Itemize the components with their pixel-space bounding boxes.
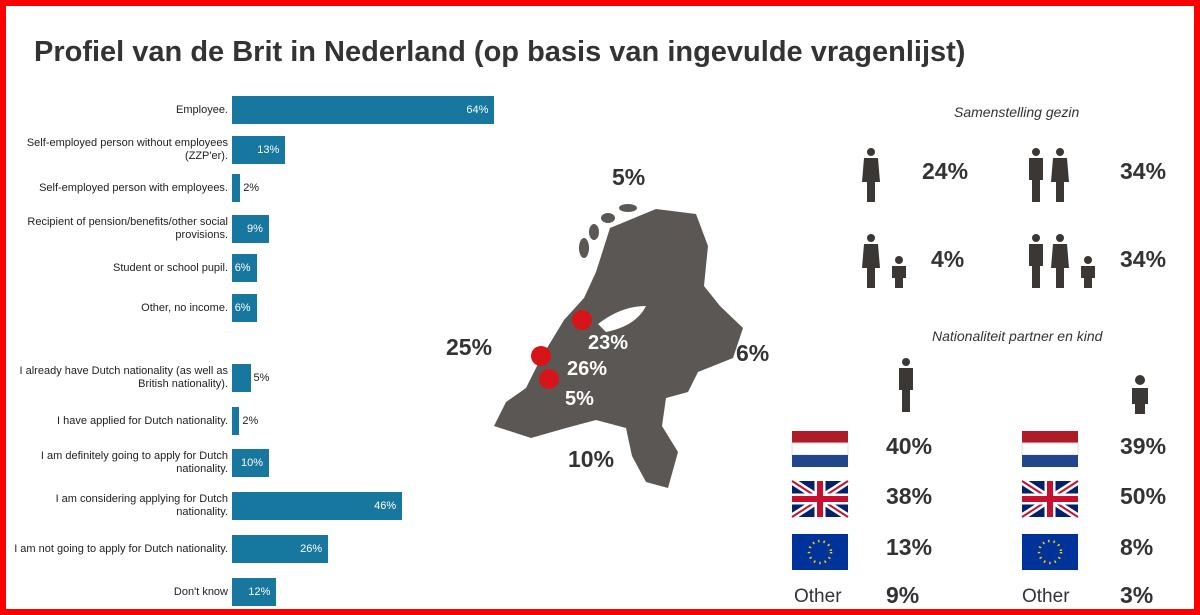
city-label: 5% xyxy=(565,388,594,410)
bar xyxy=(232,96,495,124)
nationality-value: 8% xyxy=(1120,534,1154,560)
category-label: Other, no income. xyxy=(141,301,228,314)
other-label: Other xyxy=(1022,586,1070,607)
value-label: 9% xyxy=(246,223,263,235)
value-label: 64% xyxy=(466,104,489,116)
value-label: 5% xyxy=(253,372,270,384)
city-label: 26% xyxy=(567,358,608,380)
nationality-title: Nationaliteit partner en kind xyxy=(932,328,1103,344)
family-value: 34% xyxy=(1120,246,1167,272)
category-label: I already have Dutch nationality (as wel… xyxy=(19,365,229,390)
value-label: 12% xyxy=(248,586,271,598)
value-label: 13% xyxy=(257,144,280,156)
other-label: Other xyxy=(794,586,842,607)
value-label: 6% xyxy=(234,302,251,314)
category-label: Recipient of pension/benefits/other soci… xyxy=(27,216,228,241)
family-value: 24% xyxy=(922,158,969,184)
bar xyxy=(232,535,329,563)
map xyxy=(494,204,743,488)
family-icons xyxy=(862,148,1148,414)
category-label: Student or school pupil. xyxy=(113,261,228,274)
bar xyxy=(232,578,277,606)
nationality-value: 9% xyxy=(886,582,920,608)
city-label: 23% xyxy=(588,332,629,354)
bar xyxy=(232,294,257,322)
bar xyxy=(232,215,269,243)
nationality-value: 3% xyxy=(1120,582,1154,608)
family-title: Samenstelling gezin xyxy=(954,104,1080,120)
city-dots xyxy=(531,310,592,389)
bar xyxy=(232,136,286,164)
category-label: I am considering applying for Dutch nati… xyxy=(55,493,228,518)
value-label: 46% xyxy=(374,500,397,512)
title: Profiel van de Brit in Nederland (op bas… xyxy=(34,36,966,68)
graphics xyxy=(494,148,1148,570)
bar xyxy=(232,492,403,520)
flags xyxy=(790,431,1080,570)
category-label: Self-employed person with employees. xyxy=(39,181,228,194)
family-value: 34% xyxy=(1120,158,1167,184)
bar xyxy=(232,449,269,477)
bar xyxy=(232,407,240,435)
nationality-value: 13% xyxy=(886,534,933,560)
nationality-value: 50% xyxy=(1120,483,1167,509)
value-label: 2% xyxy=(243,182,260,194)
map-label: 10% xyxy=(568,446,615,472)
category-label: I have applied for Dutch nationality. xyxy=(56,414,228,427)
family-value: 4% xyxy=(931,246,965,272)
value-label: 26% xyxy=(300,543,323,555)
nationality-value: 38% xyxy=(886,483,933,509)
category-label: I am definitely going to apply for Dutch… xyxy=(40,450,228,475)
category-label: Don't know xyxy=(173,585,228,598)
map-label: 5% xyxy=(612,164,646,190)
category-label: Employee. xyxy=(176,103,228,116)
nationality-value: 40% xyxy=(886,433,933,459)
map-label: 25% xyxy=(446,334,493,360)
map-label: 6% xyxy=(736,340,770,366)
value-label: 6% xyxy=(234,262,251,274)
nationality-value: 39% xyxy=(1120,433,1167,459)
category-label: I am not going to apply for Dutch nation… xyxy=(14,542,228,555)
bar xyxy=(232,254,257,282)
bar xyxy=(232,174,241,202)
category-label: Self-employed person without employees (… xyxy=(26,137,228,162)
bar xyxy=(232,364,251,392)
value-label: 10% xyxy=(240,457,263,469)
value-label: 2% xyxy=(242,415,259,427)
